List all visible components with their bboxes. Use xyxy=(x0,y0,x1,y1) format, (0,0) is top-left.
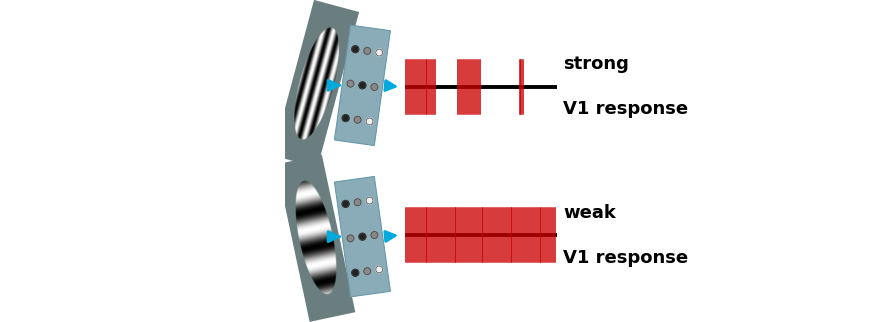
Circle shape xyxy=(354,199,361,206)
Text: weak: weak xyxy=(563,204,616,222)
Circle shape xyxy=(352,270,359,276)
Circle shape xyxy=(366,197,373,204)
Circle shape xyxy=(352,46,359,52)
Circle shape xyxy=(354,116,361,123)
Text: V1 response: V1 response xyxy=(563,249,688,267)
Circle shape xyxy=(347,80,354,87)
Text: V1 response: V1 response xyxy=(563,100,688,118)
Circle shape xyxy=(376,49,382,56)
Circle shape xyxy=(371,84,378,90)
Text: strong: strong xyxy=(563,55,629,73)
Circle shape xyxy=(364,47,371,54)
Polygon shape xyxy=(276,155,356,322)
Circle shape xyxy=(364,268,371,275)
Polygon shape xyxy=(273,0,359,167)
Circle shape xyxy=(366,118,373,125)
Circle shape xyxy=(376,266,382,273)
Circle shape xyxy=(347,235,354,242)
Polygon shape xyxy=(334,176,390,297)
Circle shape xyxy=(359,82,366,89)
Circle shape xyxy=(371,232,378,238)
Circle shape xyxy=(359,233,366,240)
Polygon shape xyxy=(334,25,390,146)
Circle shape xyxy=(342,201,349,207)
Circle shape xyxy=(342,115,349,121)
